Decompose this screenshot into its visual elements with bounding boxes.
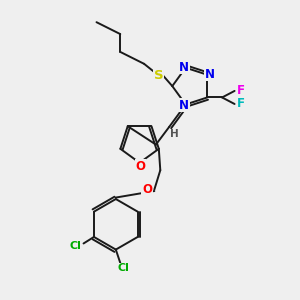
Text: N: N <box>179 99 189 112</box>
Text: Cl: Cl <box>118 263 130 273</box>
Text: S: S <box>154 69 164 82</box>
Text: H: H <box>170 129 179 139</box>
Text: Cl: Cl <box>69 242 81 251</box>
Text: F: F <box>237 98 245 110</box>
Text: O: O <box>136 160 146 173</box>
Text: N: N <box>205 68 214 81</box>
Text: N: N <box>179 61 189 74</box>
Text: F: F <box>237 84 245 98</box>
Text: O: O <box>142 183 152 196</box>
